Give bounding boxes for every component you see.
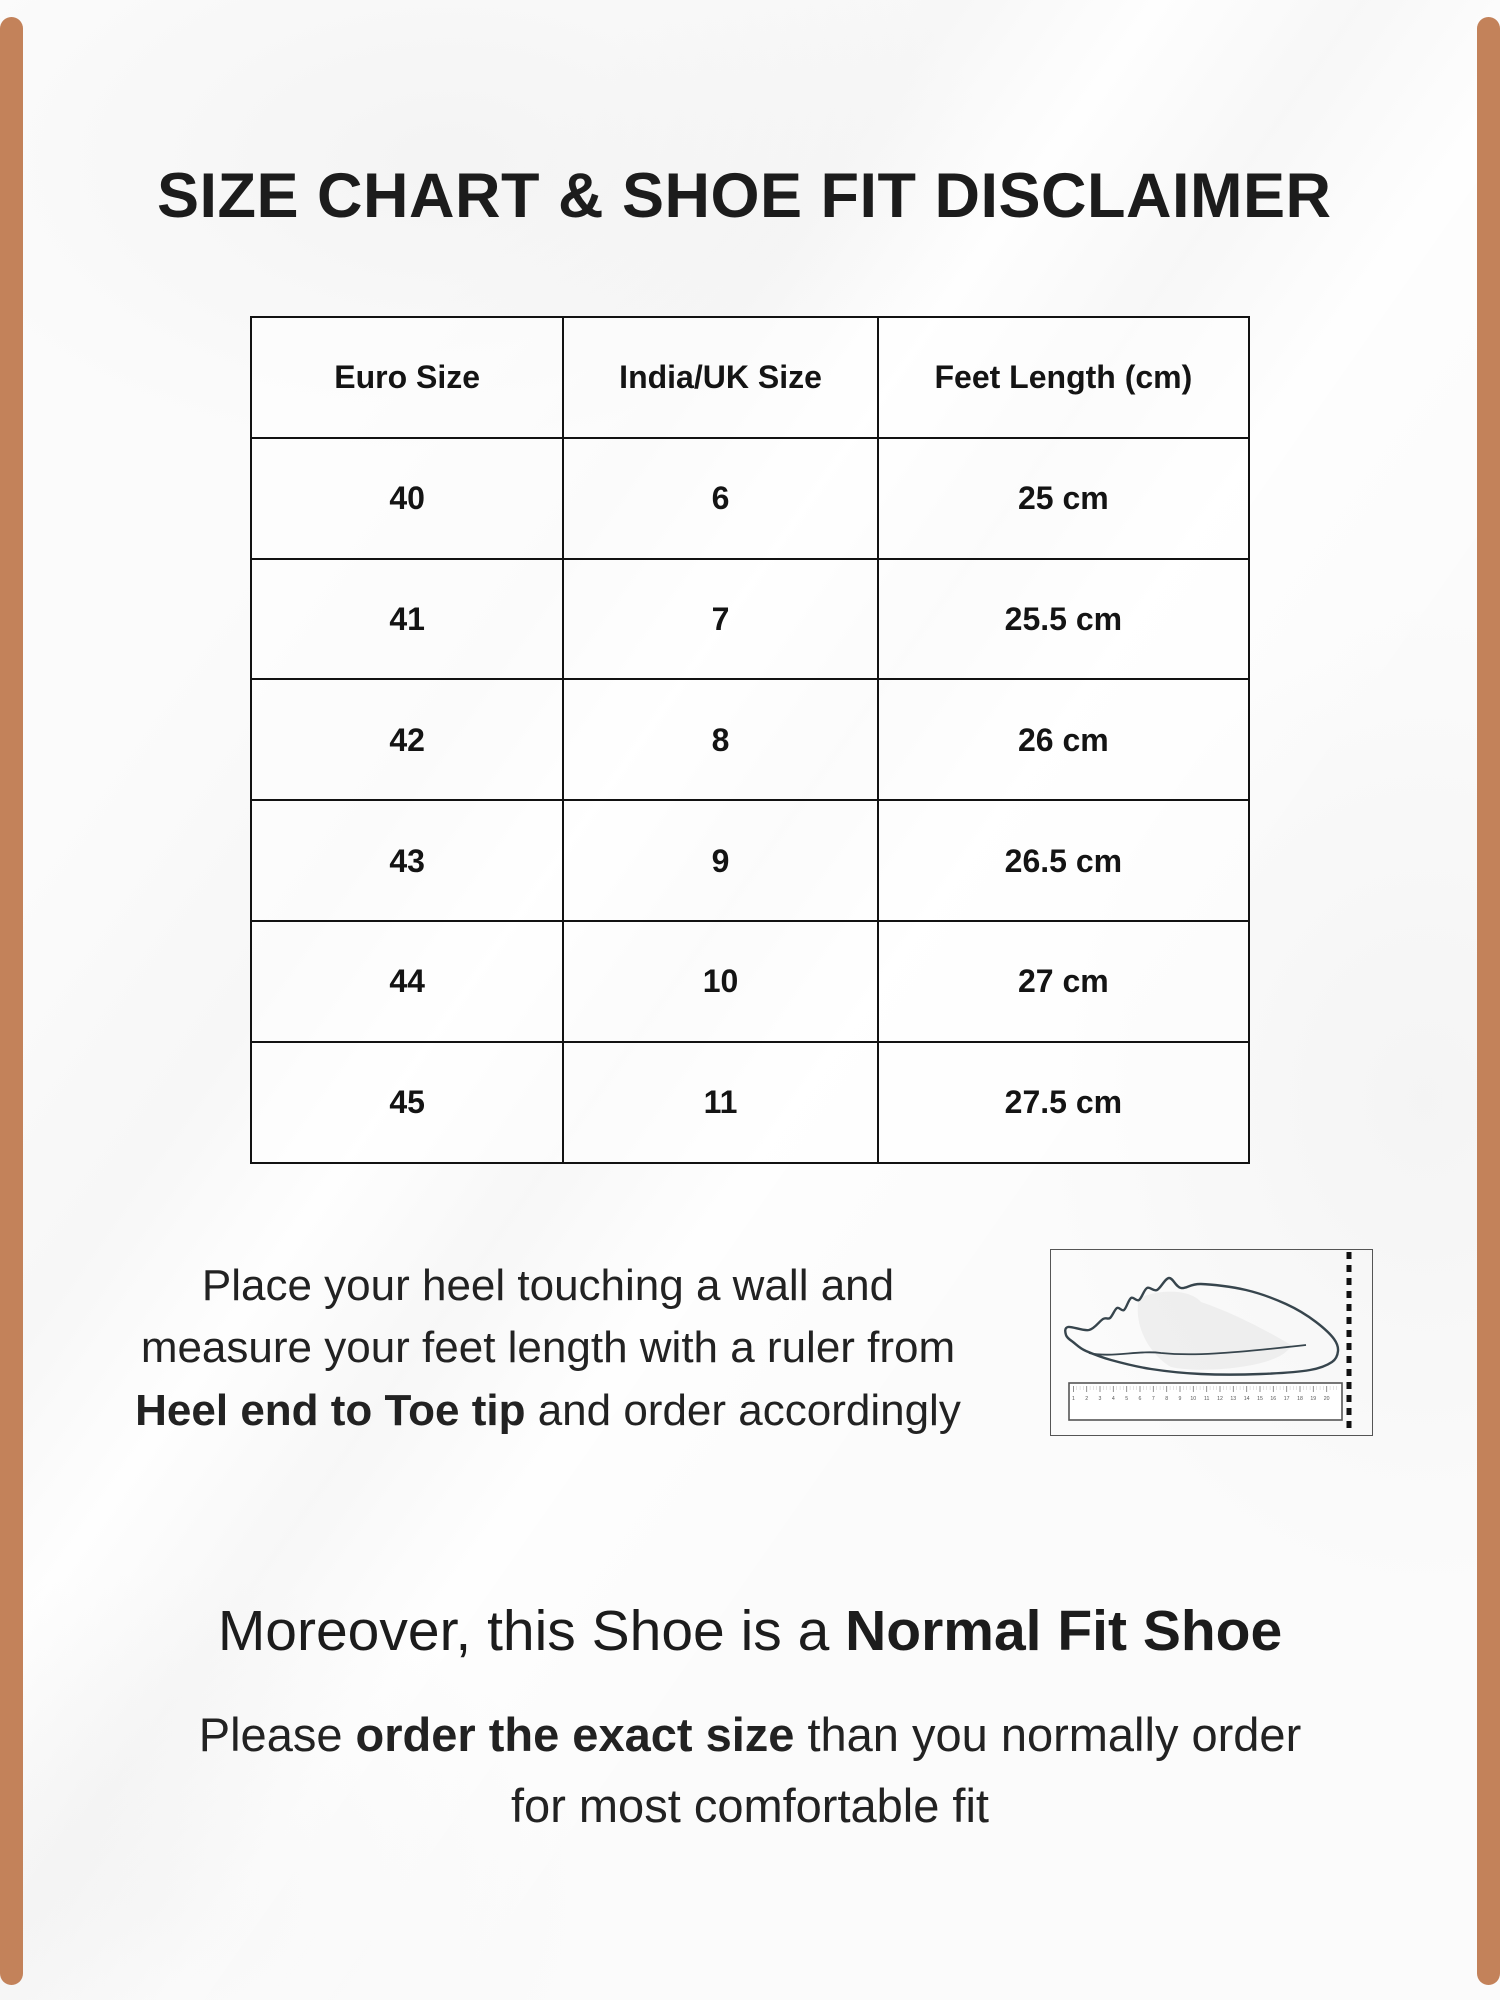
svg-text:14: 14 bbox=[1244, 1396, 1250, 1402]
svg-text:1: 1 bbox=[1072, 1396, 1075, 1402]
svg-text:10: 10 bbox=[1190, 1396, 1196, 1402]
svg-text:20: 20 bbox=[1324, 1396, 1330, 1402]
svg-text:3: 3 bbox=[1099, 1396, 1102, 1402]
svg-text:2: 2 bbox=[1085, 1396, 1088, 1402]
svg-text:12: 12 bbox=[1217, 1396, 1223, 1402]
svg-text:8: 8 bbox=[1165, 1396, 1168, 1402]
svg-text:18: 18 bbox=[1297, 1396, 1303, 1402]
svg-text:15: 15 bbox=[1257, 1396, 1263, 1402]
svg-text:5: 5 bbox=[1125, 1396, 1128, 1402]
svg-text:11: 11 bbox=[1204, 1396, 1209, 1402]
svg-text:7: 7 bbox=[1152, 1396, 1155, 1402]
svg-text:13: 13 bbox=[1230, 1396, 1236, 1402]
svg-text:16: 16 bbox=[1270, 1396, 1276, 1402]
svg-text:19: 19 bbox=[1310, 1396, 1316, 1402]
svg-text:6: 6 bbox=[1139, 1396, 1142, 1402]
svg-text:9: 9 bbox=[1179, 1396, 1182, 1402]
svg-text:17: 17 bbox=[1284, 1396, 1290, 1402]
svg-text:4: 4 bbox=[1112, 1396, 1115, 1402]
